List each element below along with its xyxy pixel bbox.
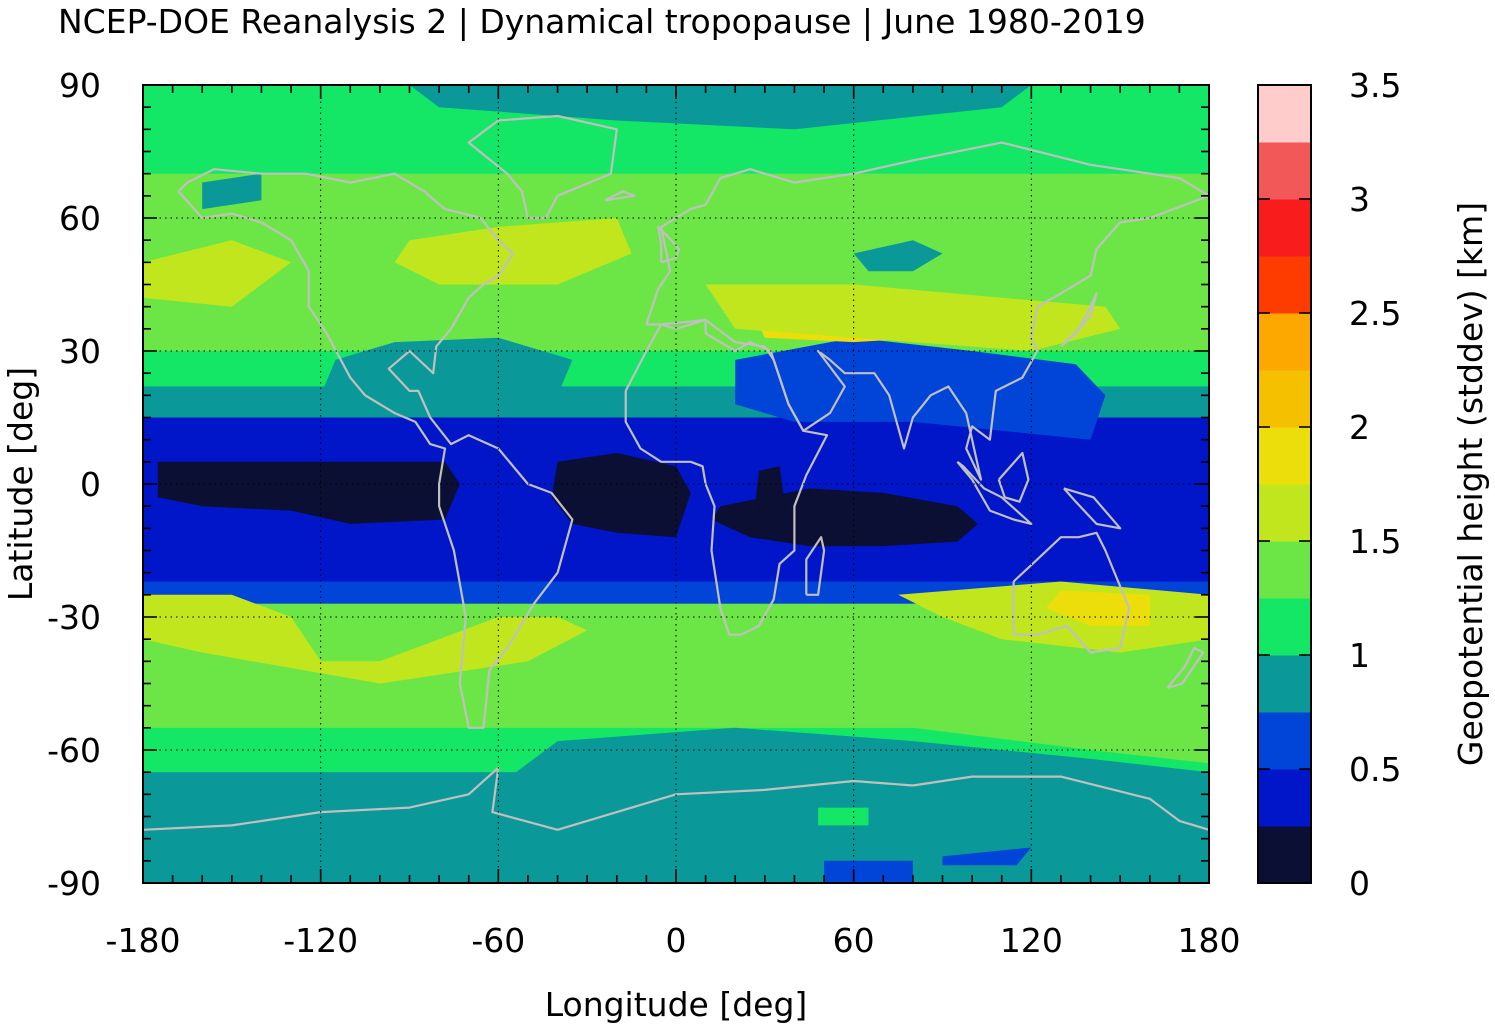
colorbar-swatch — [1258, 85, 1311, 143]
coastline — [657, 225, 681, 264]
field-region — [157, 461, 460, 524]
colorbar-swatch — [1258, 712, 1311, 770]
x-tick-label: 180 — [1178, 921, 1241, 960]
colorbar-tick-label: 0 — [1349, 864, 1370, 903]
field-region — [942, 847, 1032, 866]
field-region — [202, 173, 262, 210]
colorbar-tick-label: 0.5 — [1349, 750, 1401, 789]
y-tick-label: -30 — [47, 598, 101, 637]
coastline — [997, 451, 1030, 503]
colorbar-tick-label: 1.5 — [1349, 522, 1401, 561]
coastline — [467, 114, 618, 220]
colorbar-swatch — [1258, 256, 1311, 314]
x-tick-label: -120 — [283, 921, 358, 960]
colorbar-swatch — [1258, 541, 1311, 599]
field-region — [143, 727, 1209, 883]
colorbar-swatch — [1258, 427, 1311, 485]
x-tick-label: -180 — [106, 921, 181, 960]
coastline — [624, 318, 829, 636]
field-region — [818, 807, 869, 826]
y-axis-label: Latitude [deg] — [1, 367, 40, 601]
colorbar-swatch — [1258, 142, 1311, 200]
y-tick-label: -60 — [47, 731, 101, 770]
x-tick-label: 120 — [1000, 921, 1063, 960]
colorbar-swatch — [1258, 484, 1311, 542]
grid-lines — [143, 85, 1209, 883]
colorbar-border — [1257, 84, 1312, 884]
x-tick-label: 0 — [666, 921, 687, 960]
colorbar-tick-label: 1 — [1349, 636, 1370, 675]
coastline — [143, 766, 1209, 831]
y-tick-label: 0 — [80, 465, 101, 504]
x-tick-label: 60 — [833, 921, 875, 960]
colorbar-swatch — [1258, 769, 1311, 827]
field-region — [1046, 590, 1150, 626]
x-axis-label: Longitude [deg] — [545, 985, 808, 1024]
latitude-band — [143, 550, 1209, 583]
field-region — [394, 218, 632, 285]
colorbar-label: Geopotential height (stddev) [km] — [1451, 202, 1490, 766]
colorbar-swatch — [1258, 313, 1311, 371]
coastlines — [143, 114, 1209, 831]
field-region — [755, 466, 786, 529]
coastline — [604, 190, 636, 202]
field-region — [551, 453, 691, 538]
x-tick-label: -60 — [471, 921, 525, 960]
y-tick-label: -90 — [47, 864, 101, 903]
field-region — [824, 860, 913, 883]
field-region — [853, 240, 943, 272]
colorbar-swatch — [1258, 598, 1311, 656]
colorbar-tick-label: 3 — [1349, 180, 1370, 219]
colorbar-tick-label: 2.5 — [1349, 294, 1401, 333]
coastline — [177, 168, 574, 729]
colorbar-tick-label: 3.5 — [1349, 66, 1401, 105]
colorbar: 0 0.5 1 1.5 2 2.5 3 3.5 — [1257, 66, 1401, 903]
coastline — [1012, 531, 1131, 654]
colorbar-swatch — [1258, 199, 1311, 257]
colorbar-tick-label: 2 — [1349, 408, 1370, 447]
y-tick-label: 60 — [59, 199, 101, 238]
coastline — [1166, 646, 1205, 689]
field-region — [143, 240, 292, 307]
coastline — [1060, 292, 1098, 348]
coastline — [1063, 487, 1122, 530]
colorbar-swatch — [1258, 655, 1311, 713]
colorbar-swatch — [1258, 370, 1311, 428]
chart-title: NCEP-DOE Reanalysis 2 | Dynamical tropop… — [58, 2, 1146, 41]
y-tick-label: 30 — [59, 332, 101, 371]
field-region — [320, 337, 573, 405]
colorbar-swatch — [1258, 826, 1311, 884]
axis-ticks: -180 -120 -60 0 60 120 180 -90 -60 -30 0 30 60 90 — [47, 66, 1240, 960]
field-region — [705, 284, 1121, 351]
field-region — [409, 85, 1032, 130]
y-tick-label: 90 — [59, 66, 101, 105]
coastline — [805, 536, 826, 596]
coastline — [956, 460, 1033, 526]
